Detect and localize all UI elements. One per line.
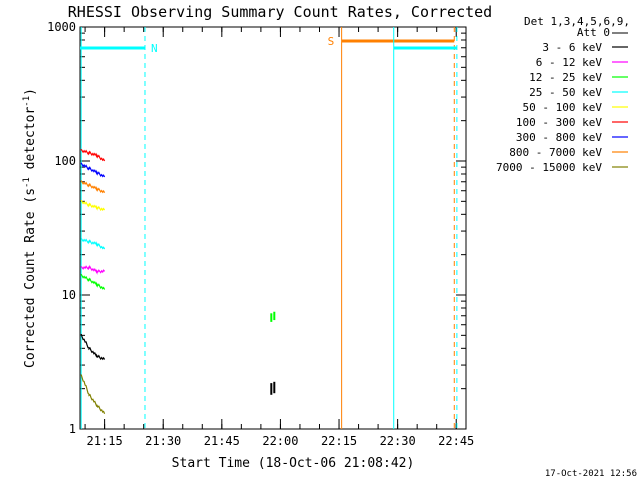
series-line	[80, 148, 106, 162]
series-lines	[80, 148, 276, 414]
legend-label: 3 - 6 keV	[542, 41, 602, 54]
legend-label: 6 - 12 keV	[536, 56, 603, 69]
x-tick-label: 21:15	[87, 434, 123, 448]
legend-header-line-1: Det 1,3,4,5,6,9,	[524, 15, 630, 28]
legend-label: 25 - 50 keV	[529, 86, 602, 99]
series-line	[80, 237, 106, 250]
legend-label: 50 - 100 keV	[523, 101, 603, 114]
series-line	[80, 199, 106, 212]
y-axis-label: Corrected Count Rate (s-1 detector-1)	[22, 88, 38, 368]
night-label: N	[151, 42, 158, 55]
legend-label: 800 - 7000 keV	[509, 146, 602, 159]
plot-frame	[79, 26, 467, 430]
series-line	[80, 162, 106, 178]
timestamp: 17-Oct-2021 12:56	[545, 469, 637, 479]
x-axis-ticks: 21:15 21:30 21:45 22:00 22:15 22:30 22:45	[84, 27, 474, 448]
x-axis-label: Start Time (18-Oct-06 21:08:42)	[172, 456, 415, 471]
legend-label: 100 - 300 keV	[516, 116, 602, 129]
saa-label: S	[328, 35, 335, 48]
series-line	[80, 374, 106, 414]
series-line	[80, 180, 106, 194]
series-line	[80, 273, 106, 290]
y-tick-label: 1000	[47, 20, 76, 34]
series-line	[80, 264, 106, 275]
x-tick-label: 21:45	[204, 434, 240, 448]
y-tick-label: 100	[54, 154, 76, 168]
orbit-markers: NS	[80, 27, 458, 429]
x-tick-label: 21:30	[145, 434, 181, 448]
y-tick-label: 10	[62, 288, 76, 302]
x-tick-label: 22:00	[262, 434, 298, 448]
chart-title: RHESSI Observing Summary Count Rates, Co…	[68, 3, 492, 21]
x-tick-label: 22:15	[321, 434, 357, 448]
legend-label: 300 - 800 keV	[516, 131, 602, 144]
y-axis-ticks: 1 10 100 1000	[47, 20, 466, 436]
x-tick-label: 22:45	[438, 434, 474, 448]
legend-header-line-2: Att 0	[577, 26, 610, 39]
legend: Det 1,3,4,5,6,9,Att 0 3 - 6 keV 6 - 12 keV…	[496, 15, 630, 174]
x-tick-label: 22:30	[380, 434, 416, 448]
series-line	[80, 333, 106, 361]
y-tick-label: 1	[69, 422, 76, 436]
legend-label: 7000 - 15000 keV	[496, 161, 602, 174]
legend-label: 12 - 25 keV	[529, 71, 602, 84]
